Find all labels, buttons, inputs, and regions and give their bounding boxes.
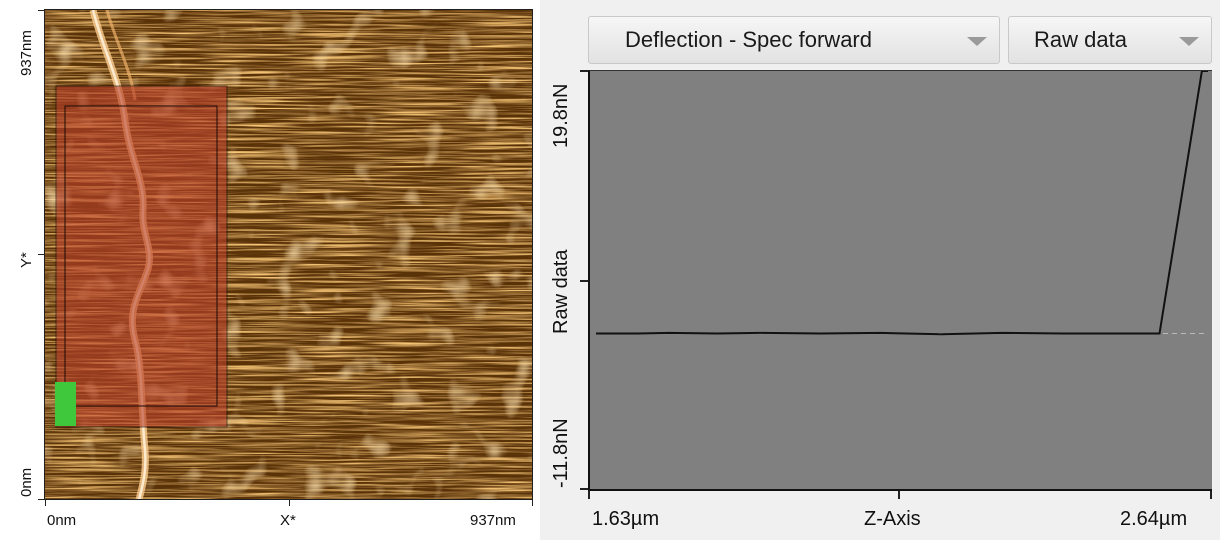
plot-y-max-label: 19.8nN	[550, 83, 572, 149]
channel-dropdown-value: Deflection - Spec forward	[625, 27, 872, 52]
plot-y-axis-label: Raw data	[550, 249, 572, 335]
plot-x-min-label: 1.63µm	[592, 508, 660, 530]
image-y-tick-mid	[38, 254, 44, 255]
plot-y-tick-top	[580, 70, 588, 72]
chevron-down-icon	[1179, 37, 1199, 46]
plot-x-max-label: 2.64µm	[1120, 508, 1188, 530]
plot-y-tick-mid	[580, 280, 588, 282]
force-curve-line	[596, 70, 1208, 336]
plot-x-tick-mid	[898, 491, 900, 499]
channel-dropdown[interactable]: Deflection - Spec forward	[588, 16, 1000, 64]
plot-x-tick-right	[1210, 491, 1212, 499]
image-y-axis-label: Y*	[18, 252, 35, 268]
image-y-tick-top	[38, 10, 44, 11]
plot-y-min-label: -11.8nN	[550, 418, 572, 488]
plot-x-tick-left	[588, 491, 590, 499]
force-curve-plot[interactable]	[588, 70, 1212, 490]
mode-dropdown[interactable]: Raw data	[1008, 16, 1212, 64]
image-y-max-label: 937nm	[18, 30, 35, 76]
image-y-min-label: 0nm	[18, 467, 35, 497]
image-x-max-label: 937nm	[470, 512, 516, 529]
image-x-axis-label: X*	[280, 512, 296, 529]
image-x-tick-right	[532, 500, 533, 506]
image-x-tick-left	[45, 500, 46, 506]
image-x-min-label: 0nm	[47, 512, 77, 529]
afm-scan-svg	[45, 10, 533, 500]
plot-x-axis-label: Z-Axis	[864, 508, 921, 530]
afm-scan-image[interactable]	[45, 10, 533, 500]
plot-x-axis-line	[588, 489, 1212, 491]
image-y-tick-bottom	[38, 499, 44, 500]
mode-dropdown-value: Raw data	[1034, 27, 1127, 52]
image-x-tick-mid	[289, 500, 290, 506]
force-curve-svg	[596, 70, 1208, 336]
plot-y-tick-bottom	[580, 488, 588, 490]
afm-image-panel: 937nm Y* 0nm 0nm X* 937nm	[0, 0, 540, 540]
chevron-down-icon	[967, 37, 987, 46]
